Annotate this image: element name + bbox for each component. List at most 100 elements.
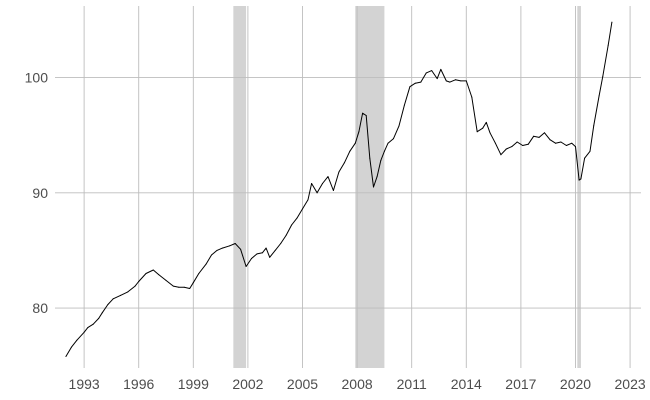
data-point — [165, 279, 167, 281]
data-point — [302, 208, 303, 210]
data-point — [398, 125, 400, 127]
data-point — [362, 112, 364, 114]
data-point — [409, 86, 411, 88]
y-tick-label: 90 — [32, 185, 48, 201]
data-point — [178, 286, 180, 288]
data-point — [580, 178, 582, 180]
x-tick-label: 2014 — [451, 376, 482, 392]
data-point — [65, 356, 67, 357]
data-point — [522, 145, 524, 146]
recession-band-0 — [233, 6, 247, 368]
data-point — [138, 281, 140, 282]
x-tick-label: 2020 — [560, 376, 591, 392]
x-tick-label: 2023 — [615, 376, 646, 392]
x-tick-label: 2008 — [342, 376, 373, 392]
x-axis-tick-labels: 1993 1996 1999 2002 2005 2008 2011 2014 2017 2020… — [69, 376, 646, 392]
data-point — [152, 269, 154, 271]
data-point — [338, 171, 340, 173]
data-point — [205, 263, 207, 265]
data-point — [575, 146, 576, 148]
data-point — [291, 224, 293, 226]
data-point — [454, 79, 456, 81]
data-point — [602, 75, 604, 77]
x-tick-label: 2017 — [505, 376, 536, 392]
data-point — [482, 127, 484, 129]
data-point — [211, 254, 212, 256]
data-point — [343, 162, 345, 164]
data-point — [436, 78, 438, 80]
data-point — [245, 266, 247, 267]
data-point — [265, 247, 267, 249]
data-point — [322, 183, 323, 184]
data-point — [76, 339, 78, 341]
data-point — [307, 199, 309, 201]
data-point — [192, 282, 194, 284]
data-point — [112, 298, 114, 300]
data-point — [571, 142, 573, 144]
data-point — [296, 217, 298, 219]
data-point — [107, 304, 109, 306]
data-point — [256, 253, 258, 255]
data-point — [354, 142, 356, 144]
series-lines — [65, 21, 613, 357]
recession-band-1 — [355, 6, 385, 368]
data-point — [145, 273, 147, 274]
data-point — [425, 72, 427, 74]
data-point — [98, 317, 100, 319]
data-point — [83, 331, 85, 333]
data-point — [240, 248, 242, 250]
x-tick-label: 1999 — [178, 376, 209, 392]
data-point — [387, 142, 389, 144]
series-line-0 — [65, 22, 613, 357]
data-point — [92, 323, 94, 325]
data-point — [376, 176, 378, 178]
data-point — [70, 346, 72, 348]
data-point — [269, 256, 271, 258]
data-point — [327, 176, 329, 178]
data-point — [431, 70, 433, 72]
data-point — [393, 138, 394, 140]
data-point — [373, 186, 374, 188]
data-point — [332, 190, 334, 191]
data-point — [445, 80, 447, 82]
data-point — [489, 132, 491, 134]
data-point — [172, 285, 174, 287]
data-point — [311, 183, 313, 184]
data-point — [285, 234, 287, 236]
data-point — [349, 150, 351, 152]
data-point — [198, 273, 200, 274]
y-axis-tick-labels: 80 90 100 — [25, 69, 49, 316]
data-point — [403, 104, 405, 106]
data-point — [500, 154, 502, 156]
data-point — [505, 148, 507, 150]
data-point — [251, 258, 252, 259]
data-point — [494, 142, 496, 144]
data-point — [101, 312, 103, 314]
x-tick-label: 2005 — [287, 376, 318, 392]
data-point — [134, 285, 136, 287]
x-tick-label: 1993 — [69, 376, 100, 392]
data-point — [555, 142, 556, 144]
data-point — [216, 249, 218, 251]
data-point — [127, 291, 129, 293]
data-point — [189, 288, 191, 289]
recession-band-2 — [577, 6, 581, 368]
data-point — [383, 150, 385, 152]
data-point — [607, 44, 609, 46]
data-point — [565, 145, 567, 146]
data-point — [460, 80, 462, 82]
x-tick-label: 2011 — [397, 376, 427, 392]
data-point — [183, 286, 185, 288]
data-point — [316, 192, 318, 194]
data-point — [358, 131, 360, 133]
data-point — [538, 136, 540, 138]
data-point — [369, 157, 371, 159]
data-point — [578, 179, 580, 181]
y-tick-label: 80 — [32, 300, 48, 316]
data-point — [414, 82, 416, 84]
data-point — [158, 274, 160, 276]
recession-shading — [233, 6, 581, 368]
data-point — [229, 245, 231, 247]
data-point — [465, 80, 467, 82]
